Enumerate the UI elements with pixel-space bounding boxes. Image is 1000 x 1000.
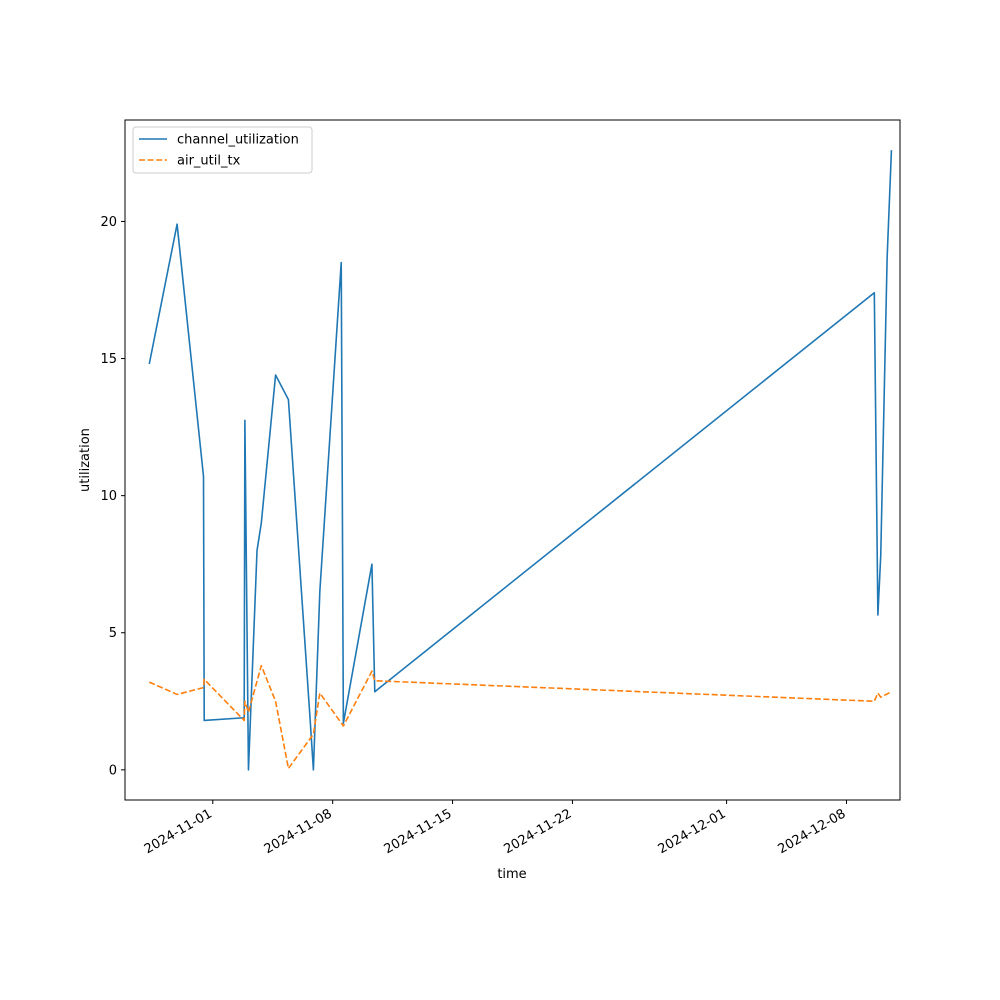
x-tick-label: 2024-12-01 bbox=[656, 806, 729, 857]
y-tick-label: 20 bbox=[100, 215, 117, 230]
x-axis: 2024-11-01 2024-11-08 2024-11-15 2024-11-22… bbox=[142, 800, 849, 857]
x-tick-label: 2024-12-08 bbox=[776, 806, 849, 857]
series-line-air-util-tx bbox=[148, 664, 892, 770]
x-axis-label: time bbox=[497, 867, 526, 882]
legend-box bbox=[132, 126, 313, 174]
y-tick-label: 15 bbox=[100, 352, 117, 367]
y-tick-label: 10 bbox=[100, 489, 117, 504]
y-tick-label: 0 bbox=[109, 763, 117, 778]
x-tick-label: 2024-11-22 bbox=[502, 806, 575, 857]
y-tick-label: 5 bbox=[109, 626, 117, 641]
x-tick-label: 2024-11-01 bbox=[142, 806, 215, 857]
legend-label-channel-utilization: channel_utilization bbox=[177, 133, 299, 148]
legend-label-air-util-tx: air_util_tx bbox=[177, 154, 241, 169]
legend: channel_utilization air_util_tx bbox=[132, 126, 313, 174]
x-tick-label: 2024-11-15 bbox=[382, 806, 455, 857]
plot-frame bbox=[124, 119, 901, 801]
y-axis: 0 5 10 15 20 bbox=[100, 215, 125, 778]
series-line-channel-utilization bbox=[148, 150, 893, 771]
y-axis-label: utilization bbox=[78, 428, 93, 492]
x-tick-label: 2024-11-08 bbox=[262, 806, 335, 857]
series-layer bbox=[148, 150, 893, 771]
